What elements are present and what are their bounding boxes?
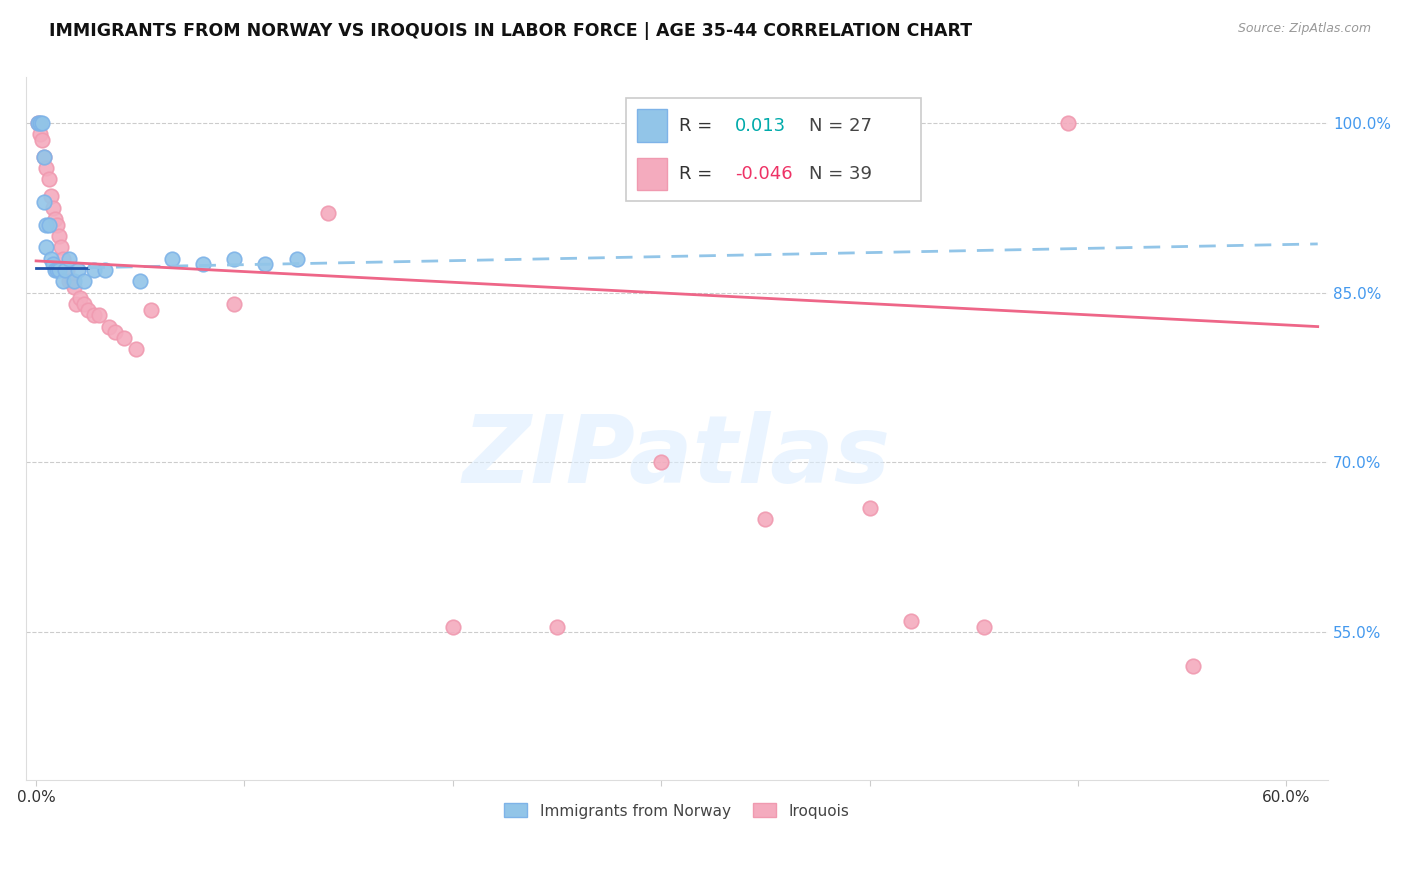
Point [77, 302, 100, 317]
Text: N = 27: N = 27 [808, 117, 872, 135]
Point [52, 274, 75, 288]
Point [44, 263, 66, 277]
Point [859, 500, 882, 515]
Point [160, 252, 183, 266]
Point [35, 240, 58, 254]
Point [73, 297, 96, 311]
Text: -0.046: -0.046 [735, 165, 793, 183]
Text: N = 39: N = 39 [808, 165, 872, 183]
Point [48, 263, 70, 277]
Point [34, 194, 56, 209]
Point [125, 343, 148, 357]
FancyBboxPatch shape [637, 158, 666, 190]
Point [27, 116, 49, 130]
Point [316, 206, 339, 220]
Point [42, 257, 65, 271]
Point [650, 455, 672, 469]
Point [31, 133, 53, 147]
Point [30, 116, 52, 130]
Point [44, 212, 66, 227]
Point [60, 274, 83, 288]
Point [39, 189, 62, 203]
Point [35, 161, 58, 175]
Point [139, 302, 162, 317]
Text: R =: R = [679, 165, 711, 183]
Point [34, 150, 56, 164]
Point [34, 150, 56, 164]
Point [48, 229, 70, 244]
Legend: Immigrants from Norway, Iroquois: Immigrants from Norway, Iroquois [498, 797, 855, 824]
Point [83, 308, 105, 322]
Text: IMMIGRANTS FROM NORWAY VS IROQUOIS IN LABOR FORCE | AGE 35-44 CORRELATION CHART: IMMIGRANTS FROM NORWAY VS IROQUOIS IN LA… [49, 22, 973, 40]
Point [45, 263, 67, 277]
Point [222, 297, 245, 311]
Text: Source: ZipAtlas.com: Source: ZipAtlas.com [1237, 22, 1371, 36]
Point [83, 263, 105, 277]
Point [38, 218, 60, 232]
Point [62, 280, 84, 294]
Text: ZIPatlas: ZIPatlas [463, 410, 891, 502]
Point [112, 331, 135, 345]
Point [104, 325, 127, 339]
Point [1056, 116, 1078, 130]
Point [58, 274, 80, 288]
Point [1181, 659, 1204, 673]
Point [30, 127, 52, 141]
Point [38, 172, 60, 186]
Point [69, 291, 91, 305]
Point [31, 116, 53, 130]
Point [56, 263, 79, 277]
Point [45, 218, 67, 232]
Point [191, 257, 214, 271]
Point [35, 218, 58, 232]
Point [49, 240, 72, 254]
Point [441, 620, 464, 634]
Point [52, 252, 75, 266]
Point [754, 512, 776, 526]
Point [129, 274, 152, 288]
Point [285, 252, 308, 266]
Point [66, 263, 89, 277]
Point [62, 274, 84, 288]
Point [94, 263, 117, 277]
Point [222, 252, 245, 266]
Text: R =: R = [679, 117, 711, 135]
Point [98, 319, 121, 334]
Point [65, 297, 87, 311]
Point [900, 614, 922, 628]
Point [87, 308, 110, 322]
Point [27, 116, 49, 130]
Point [53, 263, 76, 277]
Point [546, 620, 568, 634]
Point [39, 252, 62, 266]
FancyBboxPatch shape [637, 110, 666, 142]
Text: 0.013: 0.013 [735, 117, 786, 135]
Point [73, 274, 96, 288]
Point [58, 252, 80, 266]
Point [42, 201, 65, 215]
Point [254, 257, 277, 271]
FancyBboxPatch shape [626, 98, 921, 201]
Point [973, 620, 995, 634]
